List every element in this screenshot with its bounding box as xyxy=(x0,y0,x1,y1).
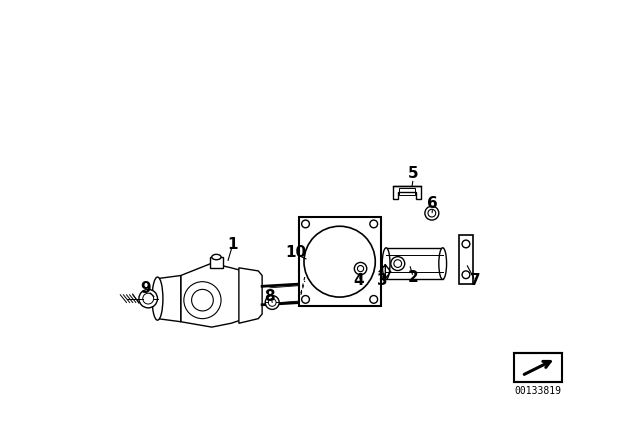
Bar xyxy=(210,257,223,268)
Polygon shape xyxy=(157,276,180,322)
Bar xyxy=(298,217,381,306)
Text: 10: 10 xyxy=(285,245,306,260)
Ellipse shape xyxy=(382,248,390,280)
Bar xyxy=(514,353,562,382)
Circle shape xyxy=(462,271,470,279)
Circle shape xyxy=(139,289,157,308)
Text: 4: 4 xyxy=(354,273,364,289)
Text: 3: 3 xyxy=(377,273,388,289)
Text: 5: 5 xyxy=(408,166,419,181)
Text: 9: 9 xyxy=(141,281,151,296)
Circle shape xyxy=(304,226,375,297)
Circle shape xyxy=(301,220,309,228)
Bar xyxy=(399,188,415,195)
Ellipse shape xyxy=(439,248,447,280)
Circle shape xyxy=(370,296,378,303)
Circle shape xyxy=(301,296,309,303)
Text: 00133819: 00133819 xyxy=(515,386,561,396)
Text: 7: 7 xyxy=(470,273,481,289)
Polygon shape xyxy=(239,268,262,323)
Polygon shape xyxy=(393,186,421,198)
Text: 8: 8 xyxy=(264,289,275,304)
Circle shape xyxy=(462,240,470,248)
Circle shape xyxy=(425,206,439,220)
Text: 6: 6 xyxy=(428,196,438,211)
Circle shape xyxy=(265,296,279,310)
Circle shape xyxy=(391,257,404,271)
Bar xyxy=(459,235,473,284)
Ellipse shape xyxy=(152,277,163,320)
Ellipse shape xyxy=(212,254,221,260)
Polygon shape xyxy=(180,263,259,327)
Text: 2: 2 xyxy=(408,270,419,284)
Bar xyxy=(386,248,443,280)
Circle shape xyxy=(370,220,378,228)
Circle shape xyxy=(355,263,367,275)
Text: 1: 1 xyxy=(227,237,238,252)
